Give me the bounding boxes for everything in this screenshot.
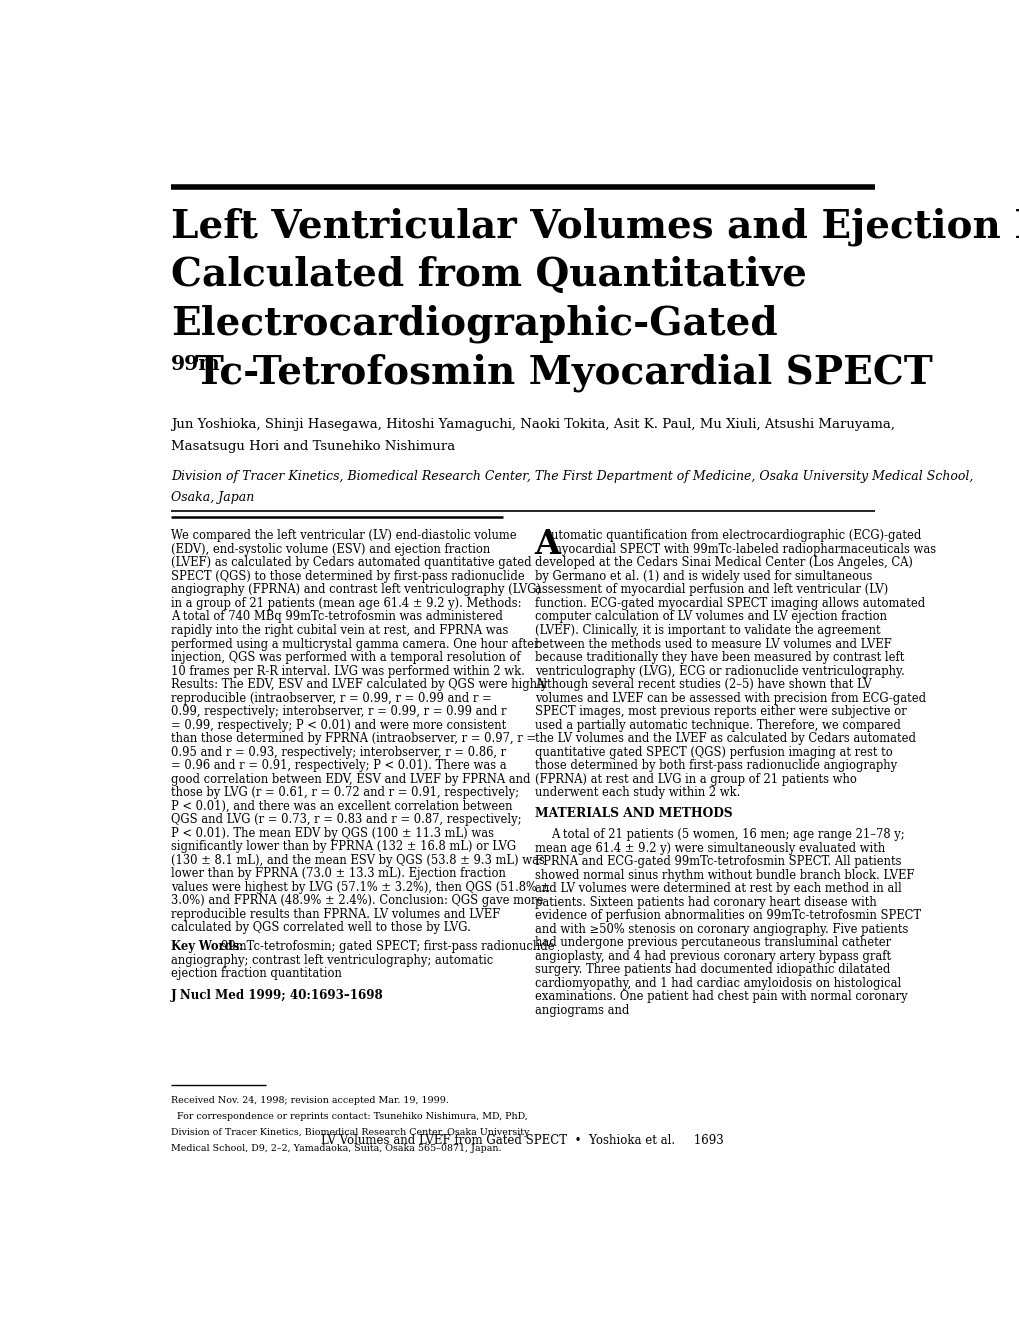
- Text: = 0.99, respectively; P < 0.01) and were more consistent: = 0.99, respectively; P < 0.01) and were…: [171, 718, 505, 731]
- Text: Electrocardiographic-Gated: Electrocardiographic-Gated: [171, 305, 776, 343]
- Text: those determined by both first-pass radionuclide angiography: those determined by both first-pass radi…: [534, 759, 896, 772]
- Text: good correlation between EDV, ESV and LVEF by FPRNA and: good correlation between EDV, ESV and LV…: [171, 772, 530, 785]
- Text: and with ≥50% stenosis on coronary angiography. Five patients: and with ≥50% stenosis on coronary angio…: [534, 923, 907, 936]
- Text: Received Nov. 24, 1998; revision accepted Mar. 19, 1999.: Received Nov. 24, 1998; revision accepte…: [171, 1096, 448, 1105]
- Text: injection, QGS was performed with a temporal resolution of: injection, QGS was performed with a temp…: [171, 651, 520, 664]
- Text: values were highest by LVG (57.1% ± 3.2%), then QGS (51.8% ±: values were highest by LVG (57.1% ± 3.2%…: [171, 880, 549, 894]
- Text: 99m: 99m: [171, 354, 220, 374]
- Text: rapidly into the right cubital vein at rest, and FPRNA was: rapidly into the right cubital vein at r…: [171, 624, 507, 638]
- Text: Key Words:: Key Words:: [171, 940, 248, 953]
- Text: function. ECG-gated myocardial SPECT imaging allows automated: function. ECG-gated myocardial SPECT ima…: [534, 597, 924, 610]
- Text: than those determined by FPRNA (intraobserver, r = 0.97, r =: than those determined by FPRNA (intraobs…: [171, 733, 536, 746]
- Text: had undergone previous percutaneous transluminal catheter: had undergone previous percutaneous tran…: [534, 936, 890, 949]
- Text: Osaka, Japan: Osaka, Japan: [171, 491, 254, 504]
- Text: (EDV), end-systolic volume (ESV) and ejection fraction: (EDV), end-systolic volume (ESV) and eje…: [171, 543, 490, 556]
- Text: QGS and LVG (r = 0.73, r = 0.83 and r = 0.87, respectively;: QGS and LVG (r = 0.73, r = 0.83 and r = …: [171, 813, 521, 826]
- Text: myocardial SPECT with 99mTc-labeled radiopharmaceuticals was: myocardial SPECT with 99mTc-labeled radi…: [550, 543, 935, 556]
- Text: P < 0.01), and there was an excellent correlation between: P < 0.01), and there was an excellent co…: [171, 800, 512, 813]
- Text: 3.0%) and FPRNA (48.9% ± 2.4%). Conclusion: QGS gave more: 3.0%) and FPRNA (48.9% ± 2.4%). Conclusi…: [171, 895, 543, 907]
- Text: evidence of perfusion abnormalities on 99mTc-tetrofosmin SPECT: evidence of perfusion abnormalities on 9…: [534, 909, 920, 923]
- Text: because traditionally they have been measured by contrast left: because traditionally they have been mea…: [534, 651, 903, 664]
- Text: reproducible (intraobserver, r = 0.99, r = 0.99 and r =: reproducible (intraobserver, r = 0.99, r…: [171, 692, 491, 705]
- Text: (130 ± 8.1 mL), and the mean ESV by QGS (53.8 ± 9.3 mL) was: (130 ± 8.1 mL), and the mean ESV by QGS …: [171, 854, 544, 867]
- Text: angiography (FPRNA) and contrast left ventriculography (LVG): angiography (FPRNA) and contrast left ve…: [171, 583, 540, 597]
- Text: Tc-Tetrofosmin Myocardial SPECT: Tc-Tetrofosmin Myocardial SPECT: [195, 354, 931, 392]
- Text: For correspondence or reprints contact: Tsunehiko Nishimura, MD, PhD,: For correspondence or reprints contact: …: [171, 1111, 527, 1121]
- Text: those by LVG (r = 0.61, r = 0.72 and r = 0.91, respectively;: those by LVG (r = 0.61, r = 0.72 and r =…: [171, 787, 519, 799]
- Text: MATERIALS AND METHODS: MATERIALS AND METHODS: [534, 807, 732, 820]
- Text: showed normal sinus rhythm without bundle branch block. LVEF: showed normal sinus rhythm without bundl…: [534, 869, 913, 882]
- Text: in a group of 21 patients (mean age 61.4 ± 9.2 y). Methods:: in a group of 21 patients (mean age 61.4…: [171, 597, 521, 610]
- Text: utomatic quantification from electrocardiographic (ECG)-gated: utomatic quantification from electrocard…: [550, 529, 921, 543]
- Text: and LV volumes were determined at rest by each method in all: and LV volumes were determined at rest b…: [534, 882, 901, 895]
- Text: Division of Tracer Kinetics, Biomedical Research Center, The First Department of: Division of Tracer Kinetics, Biomedical …: [171, 470, 972, 483]
- Text: 99mTc-tetrofosmin; gated SPECT; first-pass radionuclide: 99mTc-tetrofosmin; gated SPECT; first-pa…: [220, 940, 554, 953]
- Text: assessment of myocardial perfusion and left ventricular (LV): assessment of myocardial perfusion and l…: [534, 583, 887, 597]
- Text: quantitative gated SPECT (QGS) perfusion imaging at rest to: quantitative gated SPECT (QGS) perfusion…: [534, 746, 892, 759]
- Text: Division of Tracer Kinetics, Biomedical Research Center, Osaka University: Division of Tracer Kinetics, Biomedical …: [171, 1129, 529, 1137]
- Text: ejection fraction quantitation: ejection fraction quantitation: [171, 968, 341, 981]
- Text: SPECT images, most previous reports either were subjective or: SPECT images, most previous reports eith…: [534, 705, 906, 718]
- Text: 0.99, respectively; interobserver, r = 0.99, r = 0.99 and r: 0.99, respectively; interobserver, r = 0…: [171, 705, 506, 718]
- Text: volumes and LVEF can be assessed with precision from ECG-gated: volumes and LVEF can be assessed with pr…: [534, 692, 925, 705]
- Text: (LVEF) as calculated by Cedars automated quantitative gated: (LVEF) as calculated by Cedars automated…: [171, 557, 531, 569]
- Text: A total of 21 patients (5 women, 16 men; age range 21–78 y;: A total of 21 patients (5 women, 16 men;…: [550, 828, 904, 841]
- Text: (LVEF). Clinically, it is important to validate the agreement: (LVEF). Clinically, it is important to v…: [534, 624, 879, 638]
- Text: FPRNA and ECG-gated 99mTc-tetrofosmin SPECT. All patients: FPRNA and ECG-gated 99mTc-tetrofosmin SP…: [534, 855, 900, 869]
- Text: angiograms and: angiograms and: [534, 1005, 629, 1016]
- Text: A: A: [534, 528, 559, 561]
- Text: patients. Sixteen patients had coronary heart disease with: patients. Sixteen patients had coronary …: [534, 896, 875, 908]
- Text: Masatsugu Hori and Tsunehiko Nishimura: Masatsugu Hori and Tsunehiko Nishimura: [171, 440, 454, 453]
- Text: (FPRNA) at rest and LVG in a group of 21 patients who: (FPRNA) at rest and LVG in a group of 21…: [534, 772, 856, 785]
- Text: = 0.96 and r = 0.91, respectively; P < 0.01). There was a: = 0.96 and r = 0.91, respectively; P < 0…: [171, 759, 506, 772]
- Text: A total of 740 MBq 99mTc-tetrofosmin was administered: A total of 740 MBq 99mTc-tetrofosmin was…: [171, 610, 502, 623]
- Text: 10 frames per R-R interval. LVG was performed within 2 wk.: 10 frames per R-R interval. LVG was perf…: [171, 664, 525, 677]
- Text: mean age 61.4 ± 9.2 y) were simultaneously evaluated with: mean age 61.4 ± 9.2 y) were simultaneous…: [534, 842, 884, 854]
- Text: used a partially automatic technique. Therefore, we compared: used a partially automatic technique. Th…: [534, 718, 900, 731]
- Text: calculated by QGS correlated well to those by LVG.: calculated by QGS correlated well to tho…: [171, 921, 471, 935]
- Text: Calculated from Quantitative: Calculated from Quantitative: [171, 256, 806, 294]
- Text: examinations. One patient had chest pain with normal coronary: examinations. One patient had chest pain…: [534, 990, 906, 1003]
- Text: Jun Yoshioka, Shinji Hasegawa, Hitoshi Yamaguchi, Naoki Tokita, Asit K. Paul, Mu: Jun Yoshioka, Shinji Hasegawa, Hitoshi Y…: [171, 417, 894, 430]
- Text: lower than by FPRNA (73.0 ± 13.3 mL). Ejection fraction: lower than by FPRNA (73.0 ± 13.3 mL). Ej…: [171, 867, 505, 880]
- Text: the LV volumes and the LVEF as calculated by Cedars automated: the LV volumes and the LVEF as calculate…: [534, 733, 915, 746]
- Text: ventriculography (LVG), ECG or radionuclide ventriculography.: ventriculography (LVG), ECG or radionucl…: [534, 664, 904, 677]
- Text: Although several recent studies (2–5) have shown that LV: Although several recent studies (2–5) ha…: [534, 678, 870, 692]
- Text: Results: The EDV, ESV and LVEF calculated by QGS were highly: Results: The EDV, ESV and LVEF calculate…: [171, 678, 547, 692]
- Text: significantly lower than by FPRNA (132 ± 16.8 mL) or LVG: significantly lower than by FPRNA (132 ±…: [171, 841, 516, 853]
- Text: 0.95 and r = 0.93, respectively; interobserver, r = 0.86, r: 0.95 and r = 0.93, respectively; interob…: [171, 746, 505, 759]
- Text: between the methods used to measure LV volumes and LVEF: between the methods used to measure LV v…: [534, 638, 891, 651]
- Text: We compared the left ventricular (LV) end-diastolic volume: We compared the left ventricular (LV) en…: [171, 529, 516, 543]
- Text: surgery. Three patients had documented idiopathic dilatated: surgery. Three patients had documented i…: [534, 964, 890, 977]
- Text: performed using a multicrystal gamma camera. One hour after: performed using a multicrystal gamma cam…: [171, 638, 539, 651]
- Text: angiography; contrast left ventriculography; automatic: angiography; contrast left ventriculogra…: [171, 954, 493, 966]
- Text: computer calculation of LV volumes and LV ejection fraction: computer calculation of LV volumes and L…: [534, 610, 886, 623]
- Text: underwent each study within 2 wk.: underwent each study within 2 wk.: [534, 787, 739, 799]
- Text: J Nucl Med 1999; 40:1693–1698: J Nucl Med 1999; 40:1693–1698: [171, 989, 383, 1002]
- Text: SPECT (QGS) to those determined by first-pass radionuclide: SPECT (QGS) to those determined by first…: [171, 570, 524, 583]
- Text: Left Ventricular Volumes and Ejection Fraction: Left Ventricular Volumes and Ejection Fr…: [171, 207, 1019, 246]
- Text: cardiomyopathy, and 1 had cardiac amyloidosis on histological: cardiomyopathy, and 1 had cardiac amyloi…: [534, 977, 900, 990]
- Text: angioplasty, and 4 had previous coronary artery bypass graft: angioplasty, and 4 had previous coronary…: [534, 950, 890, 962]
- Text: P < 0.01). The mean EDV by QGS (100 ± 11.3 mL) was: P < 0.01). The mean EDV by QGS (100 ± 11…: [171, 826, 493, 840]
- Text: LV Volumes and LVEF from Gated SPECT  •  Yoshioka et al.     1693: LV Volumes and LVEF from Gated SPECT • Y…: [321, 1134, 723, 1147]
- Text: reproducible results than FPRNA. LV volumes and LVEF: reproducible results than FPRNA. LV volu…: [171, 908, 499, 921]
- Text: developed at the Cedars Sinai Medical Center (Los Angeles, CA): developed at the Cedars Sinai Medical Ce…: [534, 557, 912, 569]
- Text: Medical School, D9, 2–2, Yamadaoka, Suita, Osaka 565–0871, Japan.: Medical School, D9, 2–2, Yamadaoka, Suit…: [171, 1144, 501, 1154]
- Text: by Germano et al. (1) and is widely used for simultaneous: by Germano et al. (1) and is widely used…: [534, 570, 871, 583]
